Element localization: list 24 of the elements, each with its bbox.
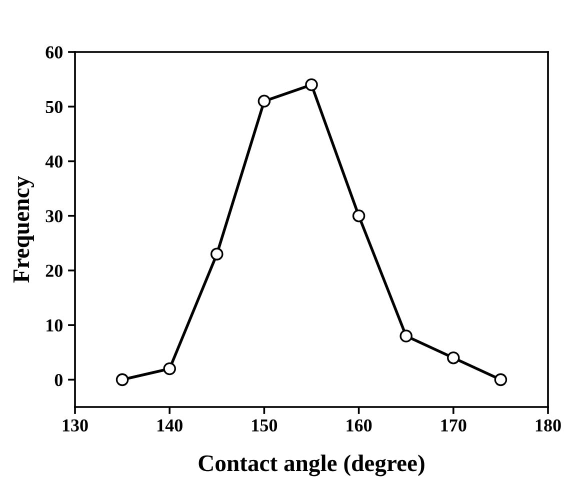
x-tick-label: 170 <box>441 419 466 432</box>
y-tick-label: 50 <box>46 100 63 114</box>
point <box>305 78 318 92</box>
point <box>210 248 224 260</box>
x-tick-label: 130 <box>62 419 88 432</box>
point <box>400 330 412 342</box>
point <box>258 94 271 108</box>
y-tick-label: 30 <box>46 210 63 222</box>
y-tick-label: 60 <box>46 46 63 58</box>
point <box>116 373 129 386</box>
x-tick-label: 150 <box>252 419 278 432</box>
x-tick-label: 180 <box>536 419 561 432</box>
x-tick-label: 140 <box>158 419 182 432</box>
point <box>447 351 460 364</box>
y-tick-label: 40 <box>45 155 63 168</box>
y-tick-label: 10 <box>46 319 63 332</box>
x-axis-title: Contact angle (degree) <box>198 454 424 476</box>
y-tick-label: 0 <box>54 374 63 386</box>
x-tick-label: 160 <box>346 419 372 432</box>
y-axis-title: Frequency <box>13 176 34 283</box>
point <box>352 209 366 222</box>
point <box>163 362 176 376</box>
point <box>494 373 508 386</box>
y-tick-label: 20 <box>46 264 63 277</box>
